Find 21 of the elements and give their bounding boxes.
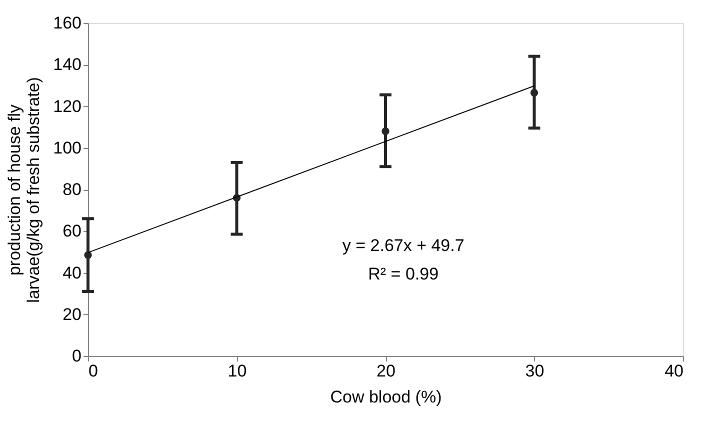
y-tick-label: 160 <box>53 14 82 32</box>
y-tick-label: 100 <box>53 138 82 158</box>
point <box>382 127 390 136</box>
x-tick-label: 30 <box>525 362 544 380</box>
annotation: R² = 0.99 <box>368 264 439 284</box>
y-tick-label: 60 <box>62 222 82 241</box>
y-tick-label: 140 <box>53 55 82 74</box>
x-tick-label: 10 <box>228 362 247 380</box>
x-tick-label: 0 <box>88 362 98 380</box>
point <box>84 251 92 259</box>
annotation: y = 2.67x + 49.7 <box>342 236 464 256</box>
x-tick-label: 20 <box>376 362 396 380</box>
y-axis-title: production of house fly larvae(g/kg of fresh substrate) <box>5 77 44 303</box>
y-tick-label: 120 <box>53 96 82 116</box>
y-tick-label: 20 <box>62 304 82 324</box>
y-tick-label: 0 <box>72 346 82 366</box>
point <box>530 88 538 97</box>
x-tick-label: 40 <box>664 362 684 380</box>
y-tick-label: 80 <box>62 180 82 199</box>
y-tick-label: 40 <box>62 263 82 282</box>
x-axis-title: Cow blood (%) <box>330 388 442 406</box>
